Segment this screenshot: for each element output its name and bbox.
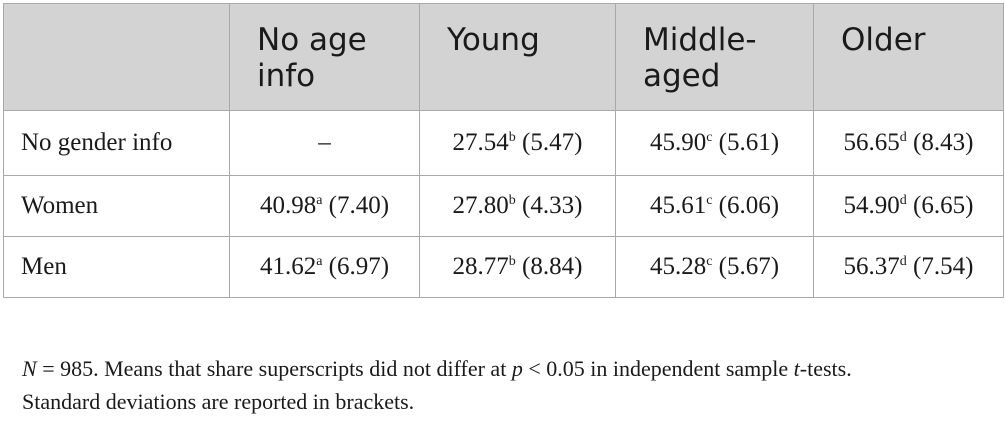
header-corner-cell [3, 3, 230, 111]
row-label-women: Women [3, 175, 230, 237]
cell-mean-sd: 41.62a (6.97) [229, 236, 420, 298]
table-footnote: N = 985. Means that share superscripts d… [22, 352, 1002, 418]
cell-mean-sd: – [229, 110, 420, 176]
row-label-no-gender-info: No gender info [3, 110, 230, 176]
table-row: No gender info – 27.54b (5.47) 45.90c (5… [3, 110, 1004, 176]
cell-mean-sd: 56.65d (8.43) [813, 110, 1004, 176]
cell-mean-sd: 56.37d (7.54) [813, 236, 1004, 298]
header-older: Older [813, 3, 1004, 111]
cell-mean-sd: 28.77b (8.84) [419, 236, 616, 298]
cell-mean-sd: 45.28c (5.67) [615, 236, 814, 298]
header-middle-aged: Middle-aged [615, 3, 814, 111]
cell-mean-sd: 27.80b (4.33) [419, 175, 616, 237]
cell-mean-sd: 45.90c (5.61) [615, 110, 814, 176]
header-no-age-info: No age info [229, 3, 420, 111]
table-row: Women 40.98a (7.40) 27.80b (4.33) 45.61c… [3, 175, 1004, 237]
cell-mean-sd: 27.54b (5.47) [419, 110, 616, 176]
table-body: No gender info – 27.54b (5.47) 45.90c (5… [3, 110, 1004, 298]
results-table: No age info Young Middle-aged Older No ge… [3, 3, 1004, 298]
cell-mean-sd: 45.61c (6.06) [615, 175, 814, 237]
table-header: No age info Young Middle-aged Older [3, 3, 1004, 111]
header-row: No age info Young Middle-aged Older [3, 3, 1004, 111]
table-row: Men 41.62a (6.97) 28.77b (8.84) 45.28c (… [3, 236, 1004, 298]
cell-mean-sd: 54.90d (6.65) [813, 175, 1004, 237]
footnote-line-1: N = 985. Means that share superscripts d… [22, 356, 852, 381]
footnote-line-2: Standard deviations are reported in brac… [22, 389, 415, 414]
header-young: Young [419, 3, 616, 111]
row-label-men: Men [3, 236, 230, 298]
cell-mean-sd: 40.98a (7.40) [229, 175, 420, 237]
